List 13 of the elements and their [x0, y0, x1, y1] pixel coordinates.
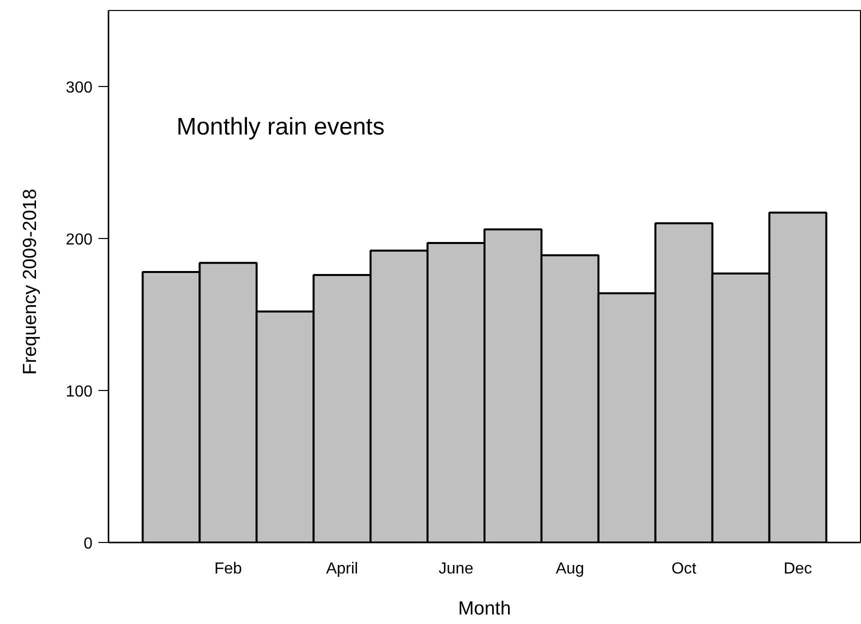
x-axis-title: Month: [458, 598, 511, 620]
x-tick-label: Oct: [671, 560, 697, 578]
x-tick-label: June: [438, 560, 474, 578]
y-tick-label: 200: [66, 232, 93, 248]
x-tick-label: Aug: [556, 560, 584, 578]
y-axis-title: Frequency 2009-2018: [20, 188, 41, 375]
x-tick-label: Dec: [784, 560, 812, 578]
annotation: Monthly rain events: [176, 114, 385, 140]
y-tick-label: 300: [66, 80, 93, 96]
y-tick-label: 100: [66, 384, 93, 400]
x-tick-label: Feb: [214, 560, 242, 578]
y-tick-label: 0: [84, 536, 93, 552]
x-tick-label: April: [326, 560, 358, 578]
